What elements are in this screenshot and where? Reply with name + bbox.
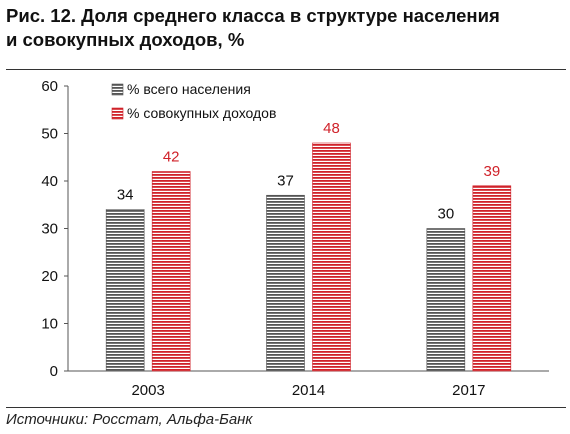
- y-tick-label: 20: [41, 268, 58, 285]
- bar: [151, 171, 191, 372]
- bar: [472, 185, 512, 372]
- bar: [266, 194, 305, 372]
- bar-value-label: 39: [483, 163, 500, 180]
- title-divider: [6, 69, 566, 70]
- y-tick-label: 40: [41, 173, 58, 190]
- legend-swatch: [111, 83, 124, 96]
- legend-label: % совокупных доходов: [127, 105, 276, 121]
- y-tick-label: 0: [50, 363, 58, 380]
- bar-value-label: 37: [277, 172, 294, 189]
- bar-value-label: 34: [117, 187, 134, 204]
- chart-title-line1: Рис. 12. Доля среднего класса в структур…: [6, 5, 500, 26]
- y-tick-label: 30: [41, 221, 58, 238]
- x-tick-label: 2017: [452, 382, 485, 399]
- source-divider: [6, 407, 566, 408]
- bar-value-label: 42: [163, 149, 180, 166]
- legend-label: % всего населения: [127, 81, 251, 97]
- bar-value-label: 30: [437, 206, 454, 223]
- x-tick-label: 2014: [292, 382, 325, 399]
- bar: [105, 209, 145, 372]
- bar: [312, 142, 351, 372]
- y-tick-label: 50: [41, 126, 58, 143]
- legend-swatch: [111, 107, 124, 120]
- chart-title-line2: и совокупных доходов, %: [6, 29, 245, 50]
- bar: [426, 228, 466, 372]
- bar-chart: 0 10 20 30 40 50 60 34 42 2003 37 48 2014 30 39 2017 % в…: [41, 78, 549, 399]
- source-note: Источники: Росстат, Альфа-Банк: [6, 411, 253, 428]
- x-tick-label: 2003: [131, 382, 164, 399]
- y-tick-label: 60: [41, 78, 58, 95]
- y-tick-label: 10: [41, 316, 58, 333]
- bar-value-label: 48: [323, 120, 340, 137]
- chart-title: Рис. 12. Доля среднего класса в структур…: [6, 4, 566, 52]
